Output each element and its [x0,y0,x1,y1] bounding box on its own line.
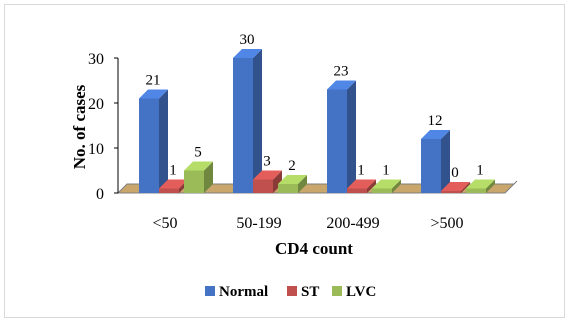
legend-swatch [205,286,215,296]
data-label: 1 [357,163,365,179]
x-tick-label: >500 [430,215,463,232]
bar [278,175,307,193]
bar [327,80,356,193]
bar-front [233,58,253,193]
bar-top [372,179,401,189]
data-label: 0 [451,165,459,181]
legend-swatch [332,286,342,296]
y-tick-label: 10 [88,141,104,158]
bar-side [486,179,495,193]
data-label: 23 [334,64,349,80]
data-labels-layer: 21 1 5 <50 30 3 2 50-199 23 1 1 200-499 12 0 1 >500 [146,32,484,232]
y-tick-label: 30 [88,51,104,68]
x-tick-label: 50-199 [236,215,281,232]
bar-side [367,179,376,193]
data-label: 30 [240,32,255,48]
bar-front [184,170,204,193]
bar-side [298,175,307,193]
bar-front [327,89,347,193]
data-label: 3 [263,154,271,170]
legend-item: LVC [332,284,376,300]
bar-top [253,170,282,180]
bar-front [372,188,392,193]
bar-top [421,130,450,139]
bar-top [466,179,495,189]
bar [253,170,282,193]
bar-side [441,130,450,193]
bar-top [278,175,307,184]
bar [347,179,376,193]
bar-front [139,98,159,193]
bar-top [233,49,262,58]
data-label: 5 [194,145,202,161]
bar [466,179,495,193]
bar-chart: 0 10 20 30 21 1 5 <50 30 3 2 50-199 23 1 1 200-499 12 0 1… [70,32,518,300]
x-axis-title: CD4 count [275,239,353,258]
bar [421,130,450,193]
bar [372,179,401,193]
bar-front [466,188,486,193]
bar-top [139,89,168,99]
legend-item: ST [287,284,319,300]
x-tick-label: 200-499 [326,215,379,232]
bar-front [421,139,441,193]
bar-front [253,179,273,193]
bar-top [441,182,470,191]
chart-frame: 0 10 20 30 21 1 5 <50 30 3 2 50-199 23 1 1 200-499 12 0 1… [4,4,565,318]
bar-front [441,191,461,193]
data-label: 1 [382,163,390,179]
bar-top [347,179,376,189]
bar-top [327,80,356,90]
bar-side [159,89,168,193]
legend-label: Normal [219,284,268,300]
bar-side [204,161,213,193]
y-axis: 0 10 20 30 [88,51,119,203]
data-label: 1 [169,163,177,179]
bar-side [273,170,282,193]
bar-side [392,179,401,193]
bar-side [461,182,470,193]
legend-label: LVC [346,284,376,300]
bar-top [159,179,188,189]
floor-edge [513,180,518,185]
bar [441,182,470,193]
legend-swatch [287,286,297,296]
data-label: 12 [428,113,443,129]
bar-top [184,161,213,171]
legend-label: ST [301,284,319,300]
data-label: 2 [288,158,296,174]
bar [233,49,262,193]
y-tick-label: 20 [88,96,104,113]
x-tick-label: <50 [152,215,177,232]
bar-front [278,184,298,193]
bar [139,89,168,193]
data-label: 21 [146,73,161,89]
bar-front [347,188,367,193]
bar-side [347,80,356,193]
legend: Normal ST LVC [205,284,376,300]
legend-item: Normal [205,284,268,300]
bar [184,161,213,193]
bar-side [253,49,262,193]
bar-front [159,188,179,193]
data-label: 1 [476,163,484,179]
y-tick-label: 0 [96,186,104,203]
bars-layer [139,49,495,193]
y-axis-title: No. of cases [70,84,89,169]
